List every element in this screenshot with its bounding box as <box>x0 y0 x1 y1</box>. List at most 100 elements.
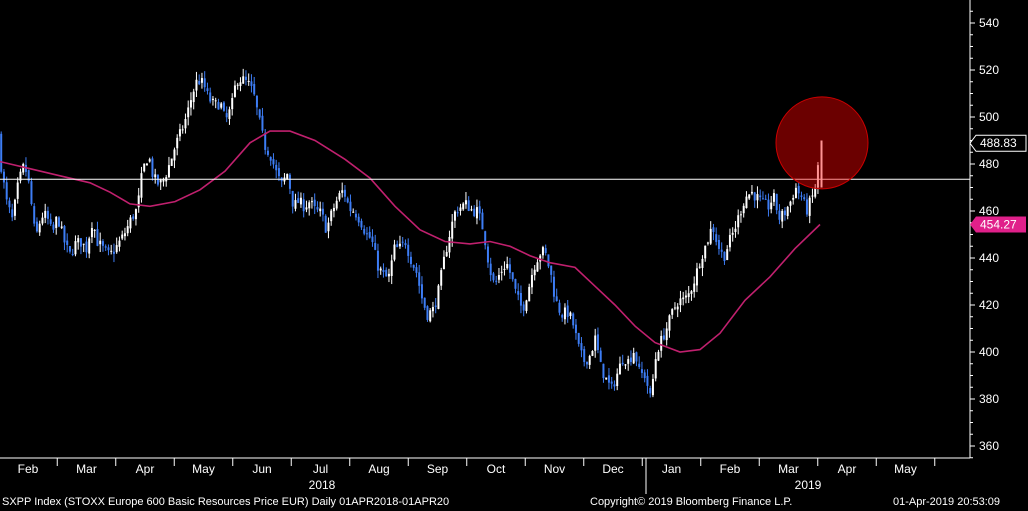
y-tick-label: 400 <box>979 345 999 359</box>
candle-body <box>497 275 500 280</box>
candle-body <box>684 295 687 298</box>
candle-body <box>90 228 93 238</box>
candle-body <box>467 200 470 211</box>
candle-body <box>341 190 344 193</box>
candle-body <box>0 133 3 172</box>
candle-body <box>558 302 561 313</box>
candle-body <box>154 174 157 178</box>
candle-body <box>803 197 806 200</box>
candle-body <box>206 88 209 91</box>
candle-body <box>701 258 704 268</box>
candle-body <box>167 165 170 178</box>
candle-body <box>572 313 575 326</box>
candle-body <box>115 245 118 253</box>
candle-body <box>588 356 591 365</box>
candle-body <box>209 92 212 102</box>
candle-body <box>302 199 305 212</box>
candle-body <box>294 200 297 209</box>
candle-body <box>286 173 289 180</box>
candle-body <box>635 352 638 362</box>
candle-body <box>533 269 536 276</box>
candle-body <box>332 207 335 212</box>
candle-body <box>57 217 60 227</box>
x-tick-label: Jun <box>252 462 271 476</box>
candle-body <box>264 132 267 150</box>
x-tick-label: Dec <box>602 462 623 476</box>
candle-body <box>148 159 151 162</box>
candle-body <box>704 245 707 259</box>
candle-body <box>143 163 146 172</box>
candle-body <box>451 221 454 239</box>
candle-body <box>170 158 173 166</box>
candle-body <box>693 283 696 292</box>
candle-body <box>607 375 610 383</box>
candle-body <box>401 241 404 243</box>
candle-body <box>68 246 71 252</box>
x-tick-label: Jan <box>662 462 681 476</box>
candle-body <box>121 234 124 239</box>
candle-body <box>712 227 715 233</box>
candle-body <box>649 387 652 394</box>
candle-body <box>566 305 569 317</box>
candle-body <box>720 249 723 252</box>
candle-body <box>88 238 91 254</box>
candle-body <box>706 242 709 244</box>
candle-body <box>745 196 748 209</box>
candle-body <box>145 163 148 166</box>
candle-body <box>475 207 478 219</box>
candle-body <box>123 233 126 237</box>
candle-body <box>200 78 203 83</box>
y-tick-label: 520 <box>979 63 999 77</box>
candles-layer <box>0 68 823 398</box>
x-tick-label: Feb <box>18 462 39 476</box>
candle-body <box>594 335 597 351</box>
candle-body <box>726 249 729 261</box>
candle-body <box>387 273 390 277</box>
candle-body <box>368 231 371 238</box>
x-tick-label: Aug <box>368 462 389 476</box>
candle-body <box>687 293 690 298</box>
candle-body <box>814 188 817 197</box>
candle-body <box>250 81 253 86</box>
x-tick-label: Mar <box>76 462 97 476</box>
candle-body <box>638 363 641 367</box>
candle-body <box>35 221 38 232</box>
last-price-flag <box>969 134 1027 152</box>
candle-body <box>781 210 784 222</box>
y-tick-label: 360 <box>979 439 999 453</box>
candle-body <box>734 228 737 232</box>
candle-body <box>797 185 800 194</box>
candle-body <box>137 195 140 208</box>
candle-body <box>277 168 280 177</box>
candle-body <box>55 216 58 228</box>
candle-body <box>126 226 129 234</box>
candle-body <box>583 349 586 362</box>
candle-body <box>316 207 319 210</box>
candle-body <box>269 157 272 161</box>
candle-body <box>519 292 522 306</box>
candle-body <box>742 205 745 214</box>
candle-body <box>440 270 443 286</box>
candle-body <box>258 109 261 118</box>
candle-body <box>233 85 236 97</box>
candle-body <box>511 272 514 280</box>
candle-body <box>288 174 291 189</box>
x-year-label: 2019 <box>795 478 822 492</box>
candle-body <box>478 206 481 214</box>
candle-body <box>217 102 220 110</box>
candle-body <box>528 286 531 302</box>
candle-body <box>541 247 544 256</box>
candle-body <box>442 256 445 270</box>
candle-body <box>453 211 456 221</box>
candle-body <box>140 173 143 198</box>
candle-body <box>396 244 399 248</box>
candle-body <box>753 192 756 201</box>
candle-body <box>79 238 82 247</box>
candle-body <box>577 332 580 344</box>
candle-body <box>181 129 184 131</box>
candle-body <box>385 269 388 277</box>
candle-body <box>764 198 767 200</box>
candle-body <box>52 224 55 230</box>
candle-body <box>99 240 102 245</box>
candle-body <box>792 198 795 200</box>
